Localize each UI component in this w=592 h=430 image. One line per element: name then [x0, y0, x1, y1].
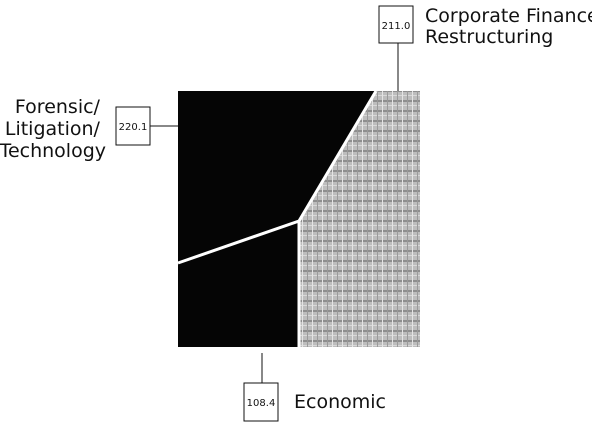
value-box-economic: [243, 382, 279, 422]
segment-forensic: [178, 91, 376, 263]
value-label-corporate-finance: 211.0: [382, 21, 411, 32]
segment-label-forensic-line-1: Forensic/: [15, 96, 101, 118]
segment-label-corporate-finance-line-2: Restructuring: [425, 26, 553, 48]
segment-corporate-finance: [299, 91, 420, 347]
value-box-corporate-finance: [378, 5, 414, 44]
segment-label-corporate-finance: Corporate Finance/ Restructuring: [425, 5, 592, 48]
segment-label-forensic-line-2: Litigation/: [5, 118, 101, 140]
value-label-forensic: 220.1: [119, 122, 148, 133]
segment-label-corporate-finance-line-1: Corporate Finance/: [425, 5, 592, 27]
segment-label-forensic-line-3: Technology: [0, 140, 106, 162]
segment-label-economic: Economic: [294, 391, 386, 413]
value-box-forensic: [115, 106, 151, 146]
segment-label-forensic: Forensic/ Litigation/ Technology: [0, 96, 106, 162]
value-label-economic: 108.4: [247, 398, 276, 409]
